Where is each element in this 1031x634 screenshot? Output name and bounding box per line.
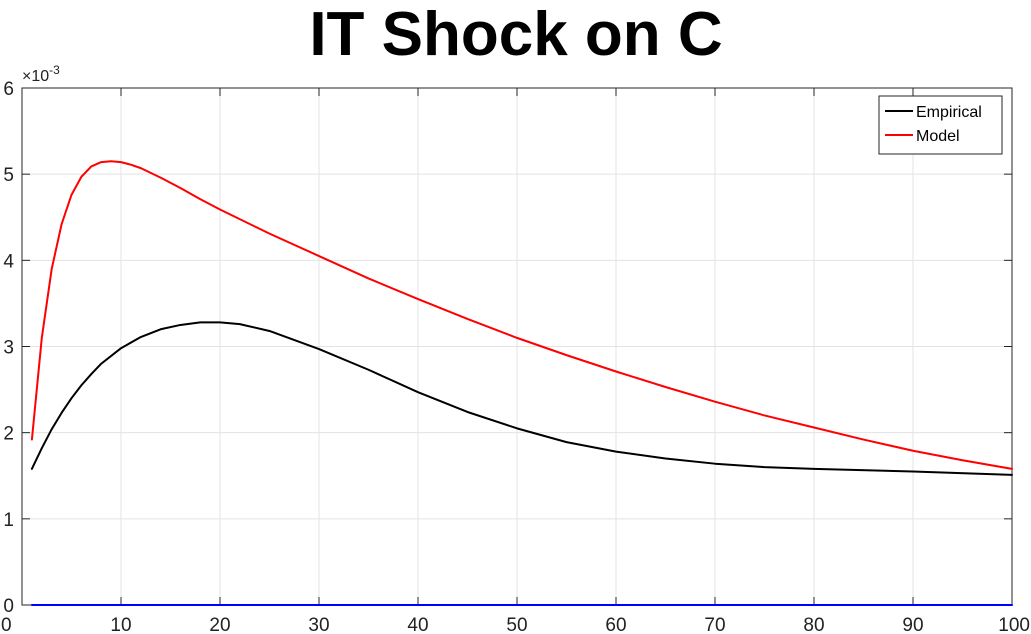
y-exponent: ×10-3 <box>22 63 60 85</box>
legend-label-empirical: Empirical <box>916 104 982 121</box>
series-line-model <box>30 160 1013 470</box>
y-exponent-label: ×10-3 <box>22 63 60 85</box>
y-tick-label: 1 <box>3 510 14 531</box>
y-tick-label: 0 <box>3 596 14 617</box>
x-tick-label: 50 <box>506 615 527 634</box>
y-exponent-power: -3 <box>49 63 60 77</box>
y-tick-label: 2 <box>3 424 14 445</box>
series-layer <box>30 160 1013 606</box>
legend-box <box>878 95 1003 155</box>
x-tick-label: 10 <box>110 615 131 634</box>
x-tick-label: 40 <box>407 615 428 634</box>
x-tick-label: 30 <box>308 615 329 634</box>
x-tick-label: 0 <box>1 615 12 634</box>
x-tick-label: 60 <box>605 615 626 634</box>
legend: Empirical Model <box>878 95 1003 155</box>
x-tick-label: 80 <box>803 615 824 634</box>
x-tick-label: 70 <box>704 615 725 634</box>
legend-label-model: Model <box>916 128 960 145</box>
x-tick-label: 100 <box>998 615 1030 634</box>
y-exponent-base: ×10 <box>22 68 49 85</box>
y-tick-label: 4 <box>3 251 14 272</box>
grid <box>21 87 1013 606</box>
chart-title: IT Shock on C <box>309 0 722 69</box>
y-tick-label: 5 <box>3 165 14 186</box>
series-line-empirical <box>30 321 1013 476</box>
y-tick-label: 6 <box>3 79 14 100</box>
tick-labels: 0 10 20 30 40 50 60 70 80 90 100 0 1 2 3 4 5 6 <box>1 79 1030 634</box>
x-tick-label: 20 <box>209 615 230 634</box>
y-tick-label: 3 <box>3 338 14 359</box>
x-tick-label: 90 <box>902 615 923 634</box>
